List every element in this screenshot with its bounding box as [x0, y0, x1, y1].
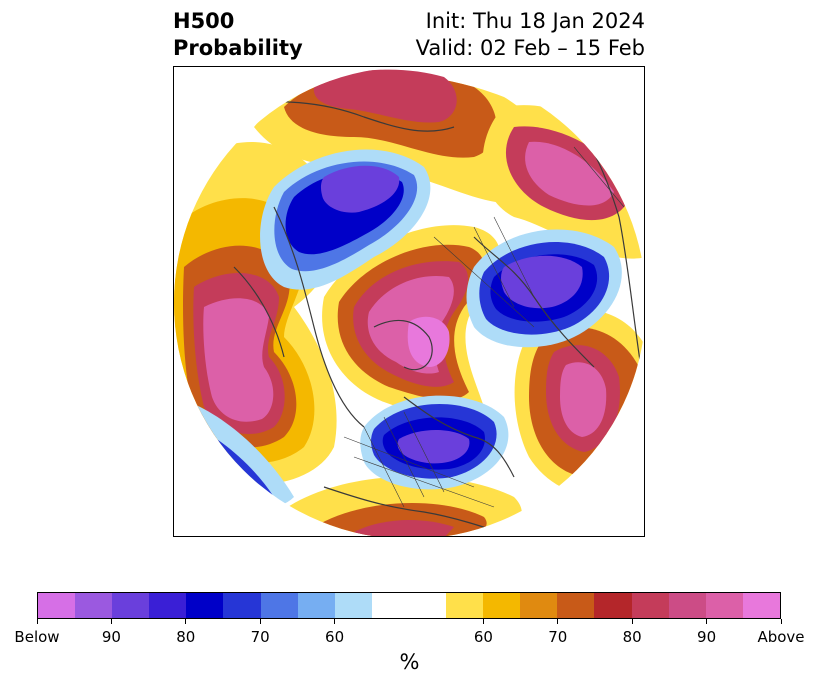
- colorbar-segment: [631, 593, 669, 618]
- colorbar-segment: [334, 593, 372, 618]
- colorbar-segment: [75, 593, 113, 618]
- title-variable: H500: [173, 9, 235, 33]
- colorbar-tick: [259, 619, 261, 624]
- map-dates: Init: Thu 18 Jan 2024 Valid: 02 Feb – 15…: [416, 8, 645, 62]
- valid-range: Valid: 02 Feb – 15 Feb: [415, 36, 645, 60]
- colorbar-segment: [297, 593, 335, 618]
- init-date: Init: Thu 18 Jan 2024: [425, 9, 645, 33]
- colorbar-tick: [706, 619, 708, 624]
- colorbar-segment: [112, 593, 150, 618]
- colorbar-tick-label: 80: [176, 628, 196, 646]
- colorbar-tick: [482, 619, 484, 624]
- colorbar-tick-label: 60: [325, 628, 345, 646]
- colorbar-tick-label: 70: [548, 628, 568, 646]
- colorbar-tick: [36, 619, 38, 624]
- colorbar-segment: [223, 593, 261, 618]
- colorbar-segment: [186, 593, 224, 618]
- colorbar-tick: [631, 619, 633, 624]
- colorbar-segment: [705, 593, 743, 618]
- colorbar-unit: %: [399, 650, 420, 674]
- colorbar-tick-label: 90: [101, 628, 121, 646]
- colorbar-tick: [110, 619, 112, 624]
- colorbar-tick: [557, 619, 559, 624]
- below-anomaly-northwest: [260, 149, 431, 290]
- colorbar: [37, 592, 781, 619]
- below-anomaly-south: [360, 395, 509, 490]
- polar-probability-map: [174, 67, 644, 536]
- colorbar-tick: [185, 619, 187, 624]
- colorbar-segment: [594, 593, 632, 618]
- borders: [343, 126, 644, 508]
- colorbar-segment: [557, 593, 595, 618]
- colorbar-segment: [38, 593, 76, 618]
- colorbar-segment: [446, 593, 484, 618]
- colorbar-segment: [371, 593, 447, 618]
- colorbar-segment: [520, 593, 558, 618]
- colorbar-tick-label: 80: [622, 628, 642, 646]
- colorbar-segment: [742, 593, 780, 618]
- colorbar-tick: [334, 619, 336, 624]
- colorbar-tick-label: 70: [250, 628, 270, 646]
- below-anomaly-east: [466, 229, 622, 348]
- colorbar-tick: [780, 619, 782, 624]
- map-title: H500 Probability: [173, 8, 303, 62]
- colorbar-segment: [483, 593, 521, 618]
- colorbar-tick-label: Above: [757, 628, 805, 646]
- colorbar-segment: [149, 593, 187, 618]
- colorbar-tick-label: 90: [697, 628, 717, 646]
- colorbar-segment: [668, 593, 706, 618]
- colorbar-segment: [260, 593, 298, 618]
- map-panel: [173, 66, 645, 537]
- colorbar-tick-label: Below: [14, 628, 60, 646]
- title-product: Probability: [173, 36, 303, 60]
- colorbar-tick-label: 60: [473, 628, 493, 646]
